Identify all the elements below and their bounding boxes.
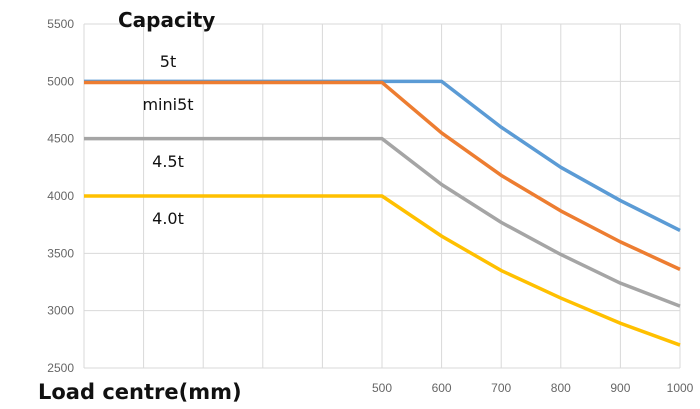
x-tick-label: 1000 — [667, 381, 694, 395]
y-tick-label: 4000 — [47, 189, 74, 203]
x-axis-label: Load centre(mm) — [38, 380, 242, 404]
chart-title: Capacity — [118, 8, 215, 32]
x-tick-label: 900 — [610, 381, 630, 395]
y-tick-label: 5500 — [47, 17, 74, 31]
y-axis-ticks: 2500 3000 3500 4000 4500 5000 5500 — [47, 17, 74, 375]
series-label-3: 4.5t — [152, 152, 184, 171]
y-tick-label: 3500 — [47, 246, 74, 260]
y-tick-label: 2500 — [47, 361, 74, 375]
y-tick-label: 3000 — [47, 304, 74, 318]
x-tick-label: 500 — [372, 381, 392, 395]
series-label-2: mini5t — [142, 95, 193, 114]
x-tick-label: 700 — [491, 381, 511, 395]
x-tick-label: 600 — [432, 381, 452, 395]
y-tick-label: 5000 — [47, 74, 74, 88]
x-axis-ticks: 500 600 700 800 900 1000 — [372, 381, 694, 395]
y-tick-label: 4500 — [47, 132, 74, 146]
x-tick-label: 800 — [551, 381, 571, 395]
series-label-1: 5t — [160, 52, 176, 71]
series-label-4: 4.0t — [152, 209, 184, 228]
